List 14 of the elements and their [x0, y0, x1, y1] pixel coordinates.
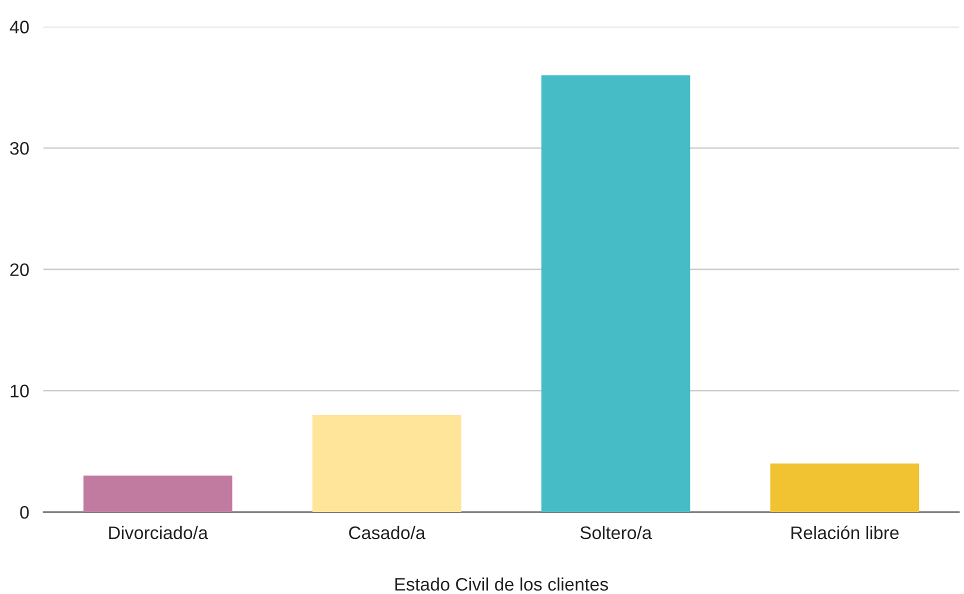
- y-tick-label: 20: [10, 263, 29, 276]
- y-tick-label: 30: [10, 142, 29, 155]
- y-tick-label: 40: [10, 20, 29, 34]
- x-tick-label: Divorciado/a: [109, 526, 208, 540]
- bar: [770, 464, 920, 512]
- y-tick-label: 0: [20, 506, 29, 519]
- y-tick-label: 10: [10, 384, 29, 398]
- x-tick-label: Soltero/a: [580, 526, 652, 540]
- bar: [541, 75, 690, 512]
- x-tick-label: Casado/a: [349, 526, 426, 540]
- bar: [312, 414, 462, 512]
- bar: [83, 476, 232, 512]
- x-axis-title: Estado Civil de los clientes: [395, 577, 608, 591]
- x-tick-label: Relación libre: [791, 526, 899, 540]
